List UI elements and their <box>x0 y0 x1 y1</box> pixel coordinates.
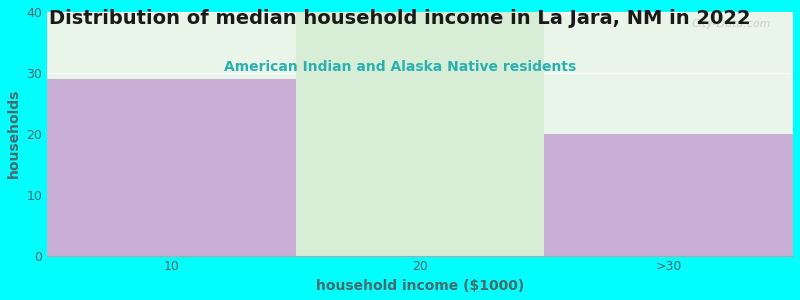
Text: American Indian and Alaska Native residents: American Indian and Alaska Native reside… <box>224 60 576 74</box>
Bar <box>47 79 296 256</box>
Bar <box>296 12 545 256</box>
Bar <box>545 134 793 256</box>
Text: Distribution of median household income in La Jara, NM in 2022: Distribution of median household income … <box>49 9 751 28</box>
Text: City-Data.com: City-Data.com <box>691 19 770 29</box>
Y-axis label: households: households <box>7 89 21 178</box>
X-axis label: household income ($1000): household income ($1000) <box>316 279 524 293</box>
